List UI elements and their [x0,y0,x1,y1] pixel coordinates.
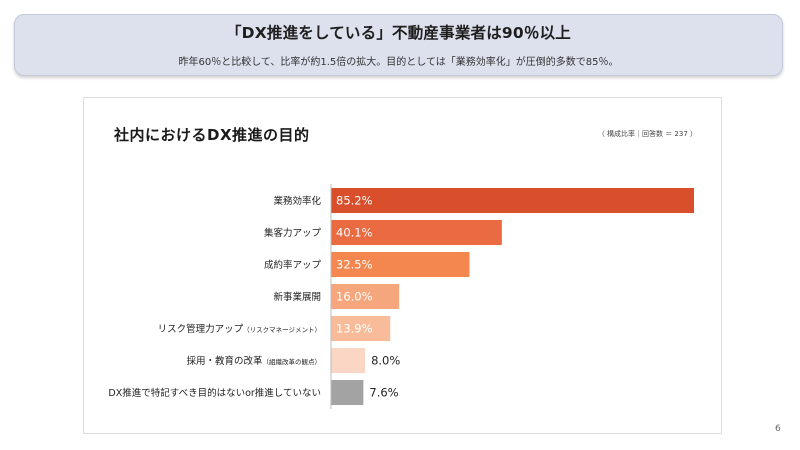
value-label: 13.9% [336,322,373,336]
value-label: 8.0% [371,354,400,368]
category-label: DX推進で特記すべき目的はないor推進していない [108,387,321,399]
value-label: 7.6% [369,386,398,400]
bar [331,348,366,373]
banner-title: 「DX推進をしている」不動産事業者は90％以上 [225,24,572,42]
bar [331,284,400,309]
category-label: 成約率アップ [264,259,322,271]
category-label: リスク管理力アップ（リスクマネージメント） [158,323,321,335]
category-label: 新事業展開 [273,291,321,303]
bar [331,220,502,245]
summary-banner: 「DX推進をしている」不動産事業者は90％以上 昨年60％と比較して、比率が約1… [14,14,783,76]
chart-note: （ 構成比率｜回答数 ＝ 237 ） [597,130,697,138]
value-label: 40.1% [336,226,373,240]
bar-chart: 業務効率化 85.2% 集客力アップ 40.1% 成約率アップ 32.5% 新事業展開 16.… [108,184,694,409]
bar [331,380,364,405]
category-label: 採用・教育の改革（組織改革の観点） [186,355,321,367]
page-number: 6 [775,424,781,434]
value-label: 16.0% [336,290,373,304]
value-label: 85.2% [336,194,373,208]
banner-subtitle: 昨年60％と比較して、比率が約1.5倍の拡大。目的としては「業務効率化」が圧倒的… [178,57,619,68]
chart-title: 社内におけるDX推進の目的 [114,126,310,144]
value-label: 32.5% [336,258,373,272]
category-label: 業務効率化 [273,195,321,207]
category-label: 集客力アップ [264,227,322,239]
bar [331,316,391,341]
chart-card: 社内におけるDX推進の目的 （ 構成比率｜回答数 ＝ 237 ） 業務効率化 85… [83,97,722,434]
bar [331,188,694,213]
bar [331,252,470,277]
